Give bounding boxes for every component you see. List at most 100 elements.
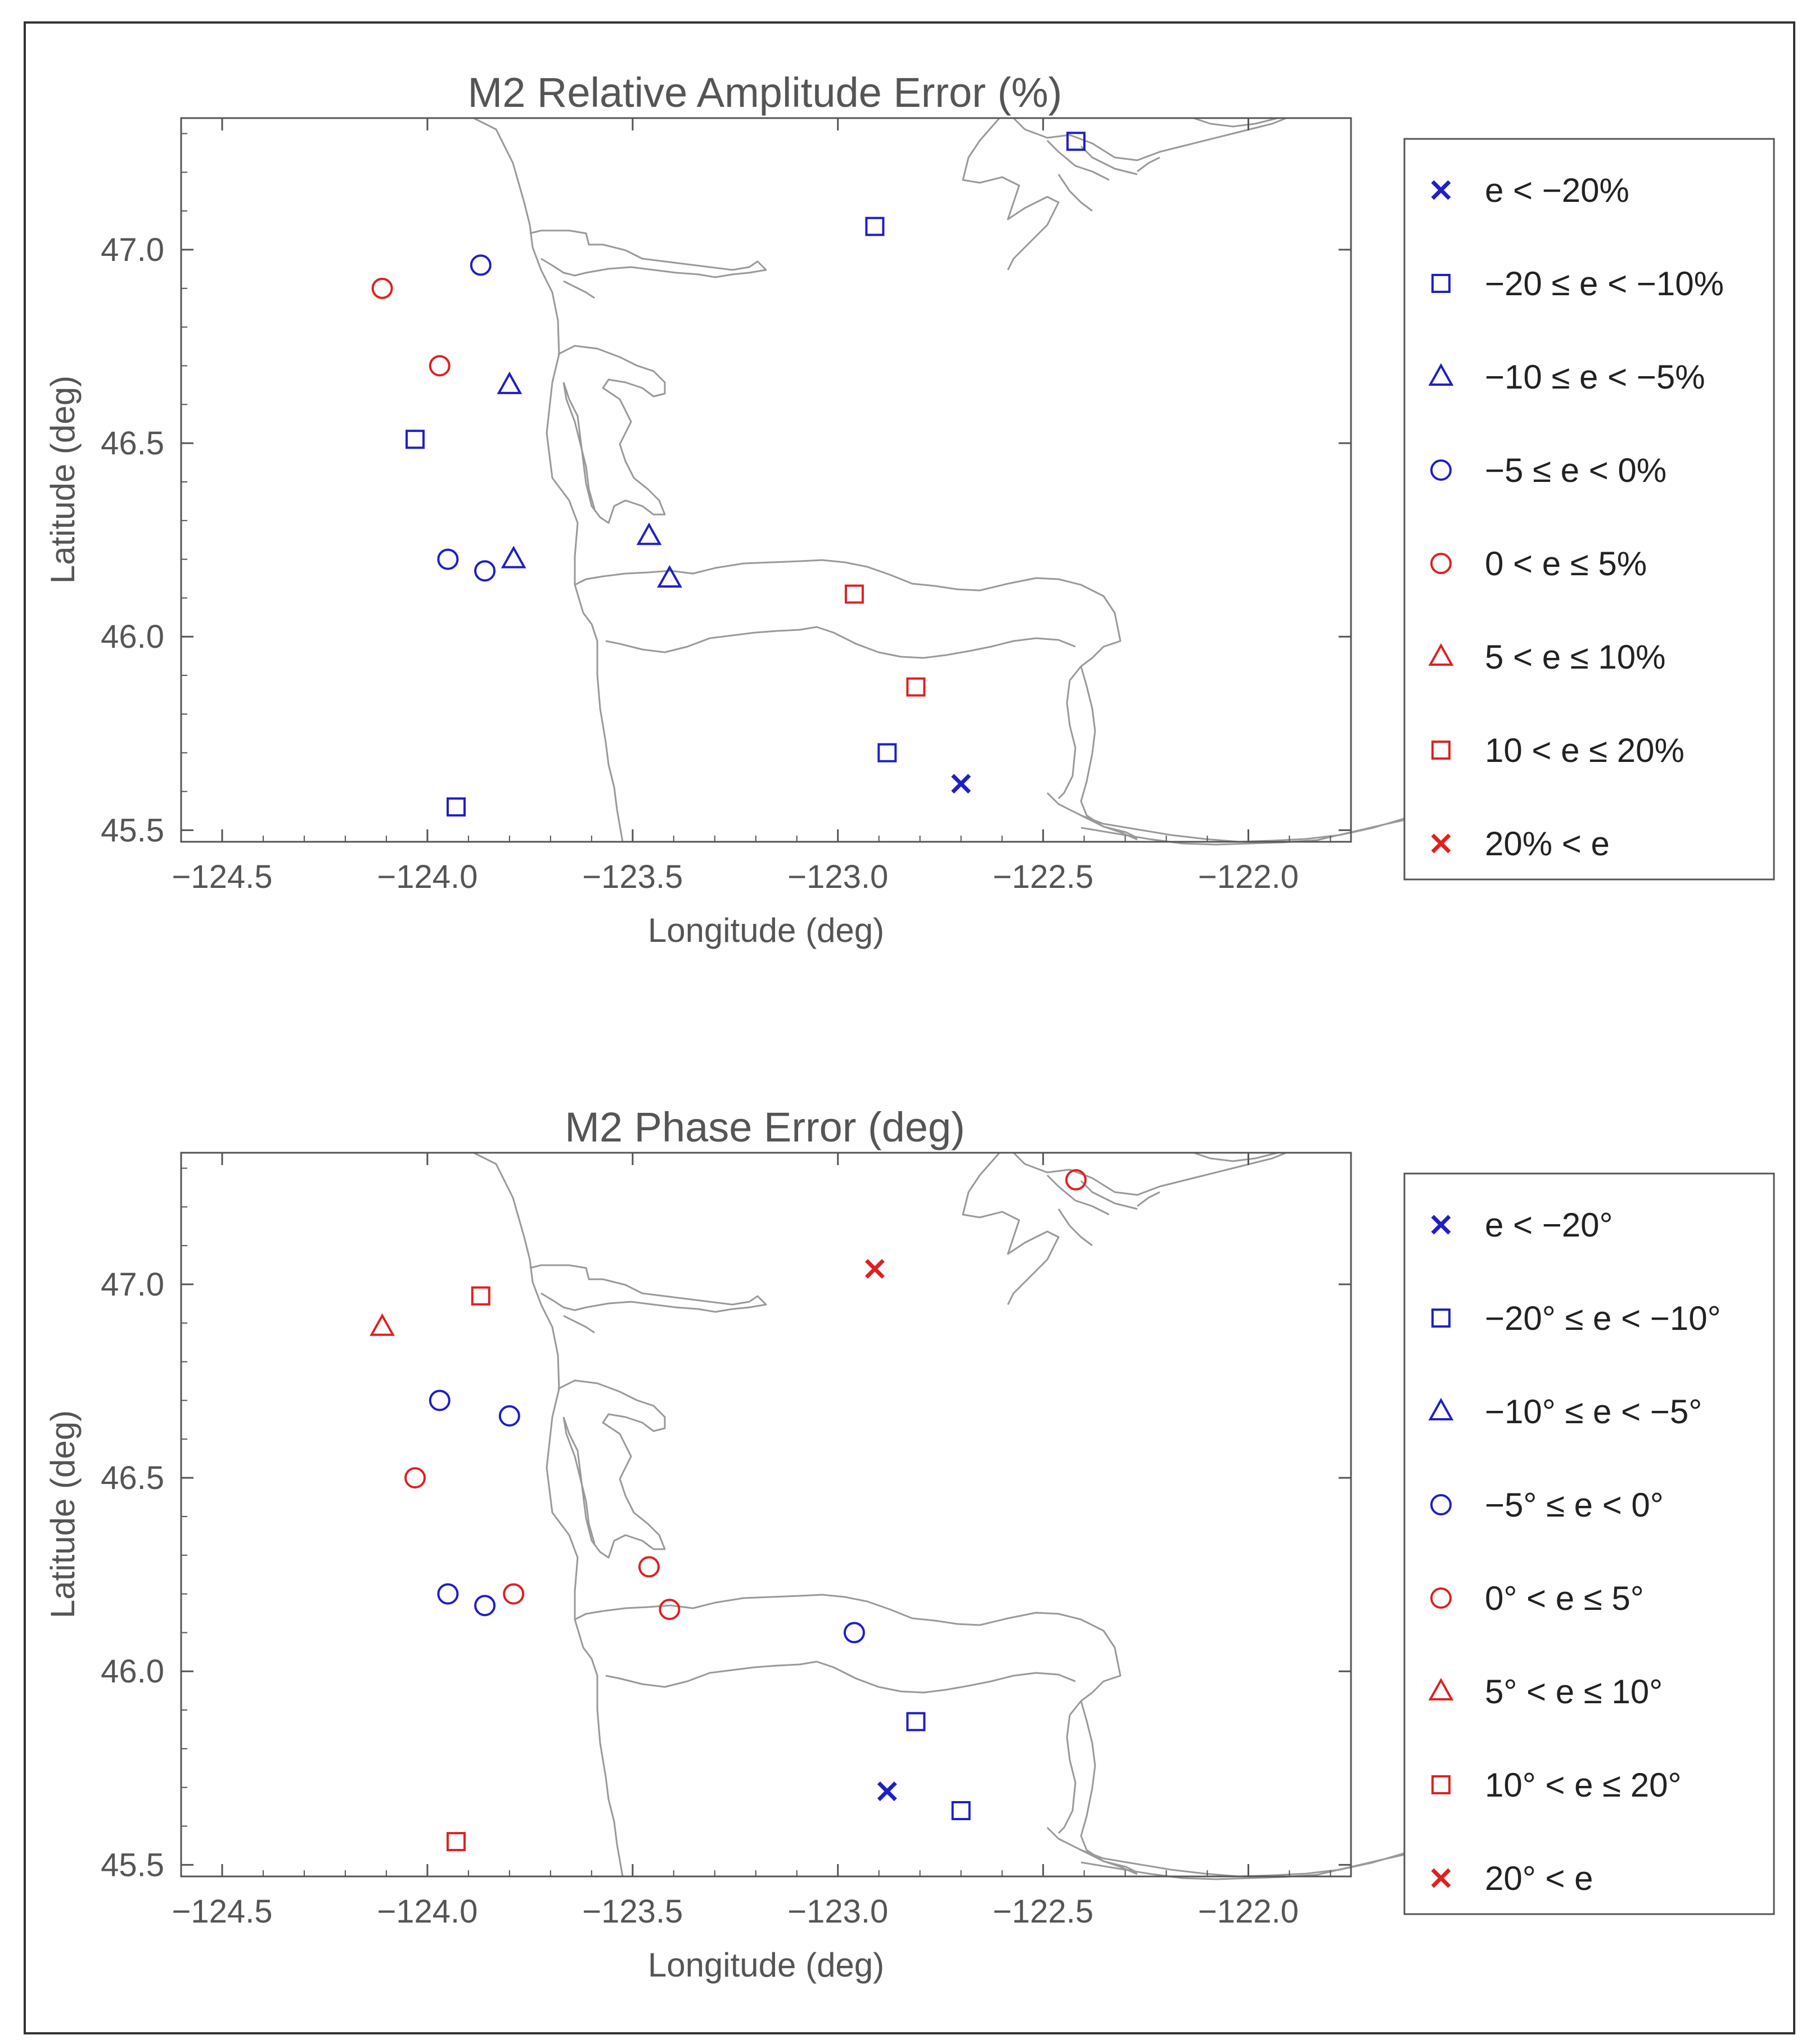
- y-tick-label: 45.5: [101, 812, 164, 849]
- coastline-segment: [473, 1152, 624, 1877]
- legend-marker-circle: [1430, 553, 1452, 574]
- legend-marker-triangle: [1428, 1397, 1454, 1420]
- x-tick-label: −124.5: [172, 859, 272, 895]
- y-axis-label: Latitude (deg): [44, 1410, 82, 1618]
- legend-label: −10° ≤ e < −5°: [1485, 1393, 1702, 1431]
- data-point-x: [864, 1258, 885, 1279]
- x-tick-label: −122.0: [1198, 859, 1299, 895]
- y-axis-label: Latitude (deg): [44, 376, 82, 584]
- coastline-segment: [1046, 792, 1138, 839]
- coastline-segment: [962, 1152, 1060, 1305]
- legend-markers: [1428, 180, 1454, 854]
- x-tick-label: −123.5: [582, 1893, 683, 1930]
- coastline-segment: [529, 1264, 767, 1313]
- coastline-segment: [1080, 666, 1138, 841]
- legend-box: [1403, 1172, 1775, 1915]
- coastline-segment: [1012, 117, 1287, 161]
- plot-frame: [180, 1152, 1352, 1878]
- chart-title: M2 Relative Amplitude Error (%): [468, 69, 1062, 116]
- data-point-triangle: [497, 371, 523, 394]
- coastline-segment: [1012, 1152, 1287, 1196]
- legend-marker-square: [1431, 274, 1451, 293]
- data-point-square: [471, 1286, 490, 1306]
- data-point-x: [877, 1781, 897, 1802]
- y-tick-label: 47.0: [101, 1266, 164, 1303]
- legend-marker-circle: [1430, 1494, 1452, 1515]
- data-point-circle: [429, 355, 451, 377]
- coastline: [473, 1152, 1449, 1880]
- legend-marker-triangle: [1428, 1677, 1454, 1700]
- legend-label: −5° ≤ e < 0°: [1485, 1486, 1664, 1524]
- legend-marker-circle: [1430, 1587, 1452, 1609]
- x-axis-label: Longitude (deg): [648, 1946, 884, 1984]
- data-markers: [371, 132, 1086, 817]
- legend-marker-square: [1431, 1308, 1451, 1328]
- coastline-segment: [574, 1594, 1122, 1716]
- data-point-circle: [371, 277, 393, 299]
- coastline-segment: [1046, 1174, 1110, 1216]
- legend-label: 20% < e: [1485, 825, 1610, 863]
- data-point-square: [865, 216, 885, 236]
- data-point-triangle: [636, 522, 662, 545]
- coastline: [473, 117, 1449, 846]
- data-point-circle: [843, 1622, 865, 1644]
- legend-marker-square: [1431, 1775, 1451, 1794]
- legend-box: [1403, 138, 1775, 881]
- coastline-segment: [1080, 1848, 1436, 1880]
- coastline-segment: [529, 229, 767, 278]
- data-point-circle: [474, 560, 496, 582]
- y-ticks: [181, 133, 1351, 831]
- legend-label: e < −20%: [1485, 172, 1629, 209]
- outer-frame: [24, 21, 1795, 2034]
- data-point-circle: [1065, 1169, 1087, 1191]
- data-point-triangle: [370, 1313, 395, 1336]
- coastline-segment: [1057, 680, 1077, 800]
- y-tick-label: 46.0: [101, 619, 164, 655]
- x-ticks: [181, 1153, 1331, 1876]
- amplitude-error-panel: M2 Relative Amplitude Error (%) −124.5 −…: [44, 69, 1775, 949]
- legend-label: 5° < e ≤ 10°: [1485, 1673, 1663, 1711]
- legend-label: e < −20°: [1485, 1206, 1613, 1244]
- plot-frame: [180, 117, 1352, 843]
- data-point-square: [844, 584, 864, 604]
- x-ticks: [181, 118, 1331, 842]
- coastline-segment: [563, 280, 595, 299]
- data-point-circle: [503, 1583, 525, 1605]
- chart-title: M2 Phase Error (deg): [565, 1104, 965, 1150]
- data-point-circle: [638, 1556, 660, 1578]
- legend-marker-triangle: [1428, 363, 1454, 386]
- legend-marker-circle: [1430, 459, 1452, 481]
- coastline-segment: [574, 559, 1122, 681]
- data-point-triangle: [501, 545, 526, 568]
- data-point-square: [906, 677, 926, 697]
- coastline-segment: [562, 1416, 596, 1544]
- coastline-segment: [1046, 1826, 1138, 1874]
- data-point-circle: [470, 254, 492, 276]
- coastline-segment: [1057, 1714, 1077, 1834]
- coastline-segment: [473, 117, 624, 842]
- data-point-circle: [498, 1405, 520, 1427]
- data-point-square: [446, 797, 466, 817]
- data-point-circle: [404, 1467, 426, 1489]
- phase-error-panel: M2 Phase Error (deg) −124.5 −124.0 −123.…: [44, 1104, 1775, 1984]
- coastline-segment: [1057, 1208, 1093, 1247]
- y-tick-label: 45.5: [101, 1847, 164, 1883]
- legend-marker-x: [1431, 1868, 1451, 1888]
- legend-label: −5 ≤ e < 0%: [1485, 452, 1667, 489]
- coastline-segment: [1193, 117, 1278, 128]
- data-point-triangle: [657, 565, 682, 588]
- x-tick-label: −124.0: [377, 859, 478, 895]
- x-tick-label: −123.0: [787, 859, 888, 895]
- data-point-circle: [437, 1583, 459, 1605]
- legend-marker-triangle: [1428, 643, 1454, 666]
- coastline-segment: [1137, 1191, 1160, 1207]
- y-tick-label: 47.0: [101, 232, 164, 268]
- legend-label: 0 < e ≤ 5%: [1485, 545, 1647, 583]
- coastline-segment: [1080, 1700, 1138, 1875]
- coastline-segment: [563, 1315, 595, 1334]
- y-tick-label: 46.5: [101, 1460, 164, 1496]
- coastline-segment: [1080, 145, 1138, 175]
- y-tick-label: 46.5: [101, 425, 164, 462]
- legend-marker-x: [1431, 180, 1451, 200]
